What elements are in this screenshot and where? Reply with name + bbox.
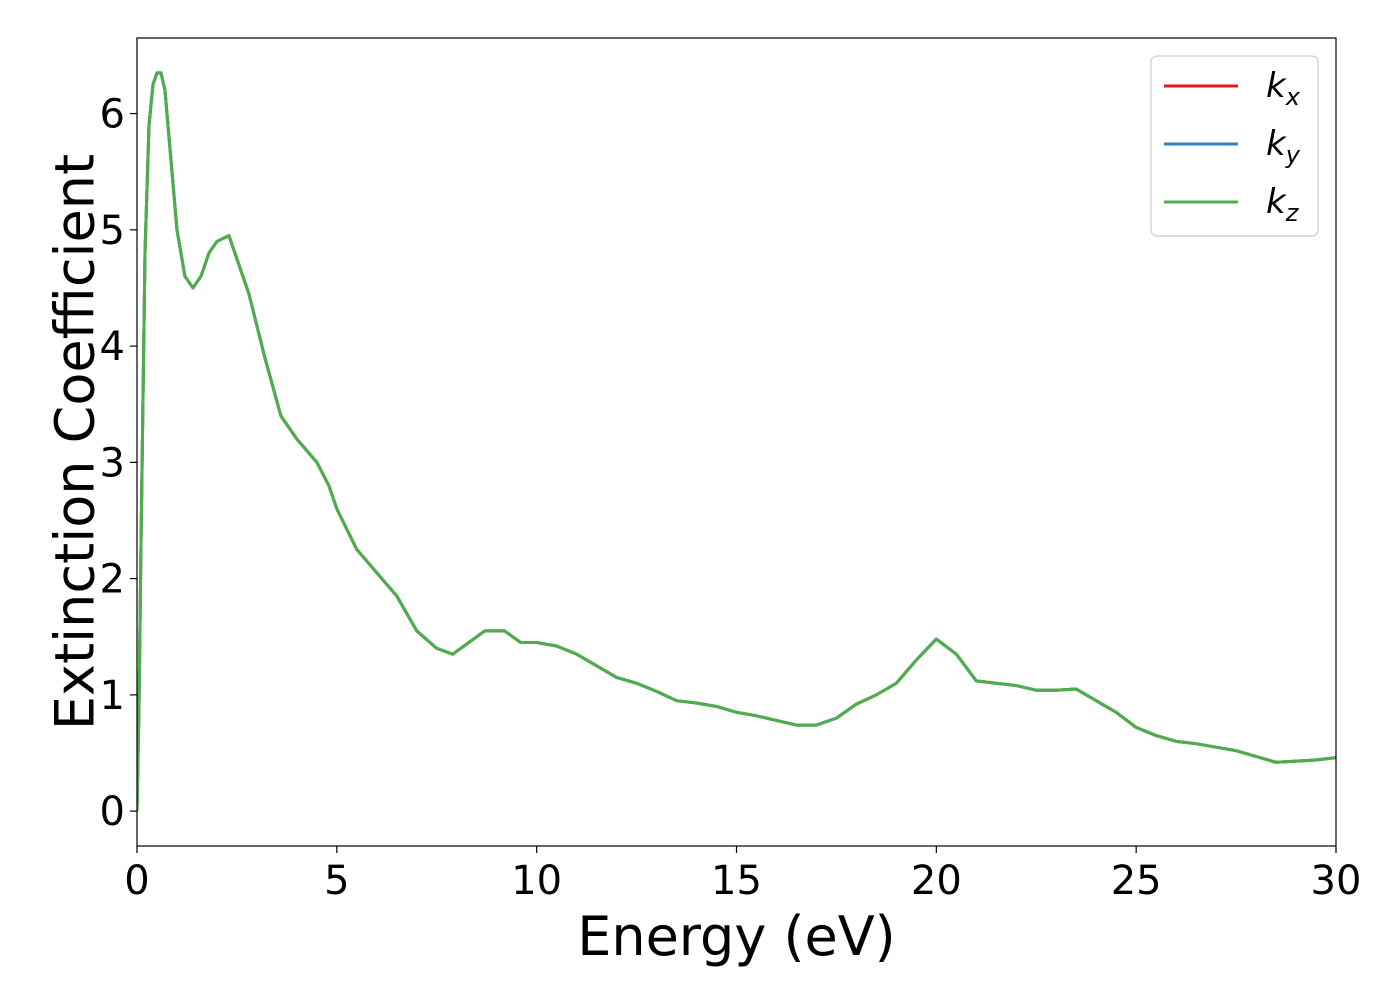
x-tick-label: 20 [911, 858, 962, 904]
legend-label: kz [1266, 182, 1300, 227]
y-tick-label: 4 [100, 324, 125, 370]
series-line-kz [137, 71, 1336, 812]
legend-box [1150, 55, 1319, 237]
legend-label-subscript: x [1285, 83, 1301, 111]
x-tick-label: 10 [511, 858, 562, 904]
legend-label: ky [1266, 124, 1301, 169]
x-tick-label: 30 [1311, 858, 1362, 904]
legend-label-subscript: z [1285, 199, 1300, 227]
legend-label-base: k [1266, 66, 1287, 106]
x-tick-label: 0 [124, 858, 149, 904]
y-tick-label: 0 [100, 789, 125, 835]
y-tick-label: 1 [100, 673, 125, 719]
y-axis-title: Extinction Coefficient [44, 154, 107, 730]
legend-label-subscript: y [1285, 141, 1301, 169]
legend-label-base: k [1266, 182, 1287, 222]
x-tick-label: 15 [711, 858, 762, 904]
x-tick-label: 5 [324, 858, 349, 904]
legend-label: kx [1266, 66, 1301, 111]
y-tick-label: 5 [100, 208, 125, 254]
y-tick-label: 6 [100, 92, 125, 138]
plot-frame [136, 37, 1337, 847]
x-axis-title: Energy (eV) [577, 905, 896, 968]
legend-label-base: k [1266, 124, 1287, 164]
x-tick-label: 25 [1111, 858, 1162, 904]
y-tick-label: 2 [100, 557, 125, 603]
plot-area [137, 71, 1336, 812]
axis-ticks: 0 5 10 15 20 25 30 0 1 2 3 4 5 6 [100, 92, 1362, 904]
y-tick-label: 3 [100, 440, 125, 486]
